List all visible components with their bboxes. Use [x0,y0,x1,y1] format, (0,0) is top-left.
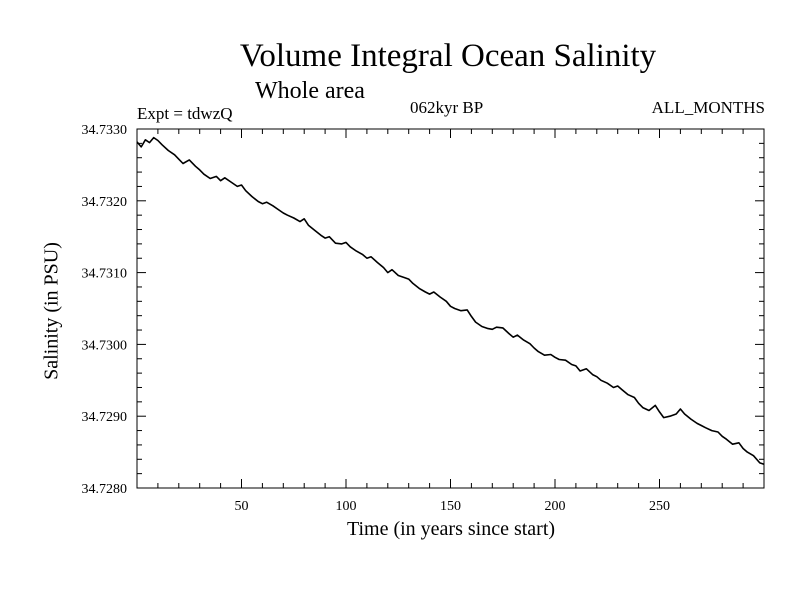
months-label: ALL_MONTHS [651,98,765,117]
x-tick-label: 100 [336,499,357,514]
axis-ticks [137,129,764,488]
experiment-label: Expt = tdwzQ [137,104,233,123]
chart-subtitle: Whole area [255,78,365,104]
y-tick-label: 34.7320 [82,195,128,210]
y-tick-label: 34.7310 [82,267,128,282]
x-axis-label: Time (in years since start) [346,518,556,540]
period-label: 062kyr BP [410,98,484,117]
x-tick-label: 50 [235,499,249,514]
x-tick-label: 200 [545,499,566,514]
y-tick-label: 34.7300 [82,338,128,353]
chart-title: Volume Integral Ocean Salinity [239,38,657,74]
tick-labels: 50 100 150 200 250 34.7280 34.7290 34.7300 34.73… [82,123,671,514]
series-line [136,136,765,466]
plot-frame [136,128,765,489]
y-tick-label: 34.7280 [82,482,128,497]
x-tick-label: 250 [649,499,670,514]
y-tick-label: 34.7330 [82,123,128,138]
y-tick-label: 34.7290 [82,410,128,425]
x-tick-label: 150 [440,499,461,514]
